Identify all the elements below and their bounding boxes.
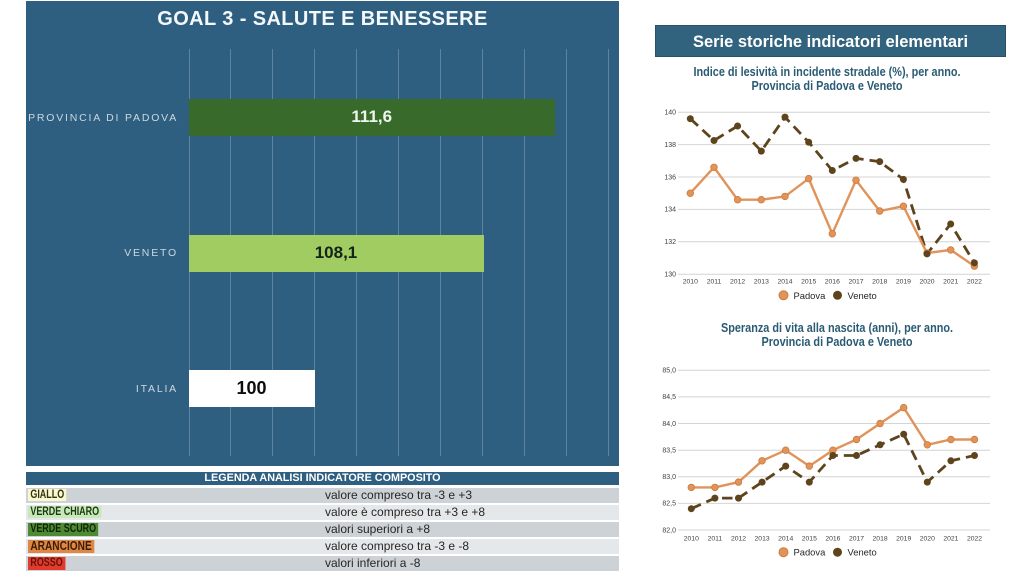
svg-text:2014: 2014 xyxy=(777,278,792,285)
svg-text:2013: 2013 xyxy=(754,278,769,285)
svg-text:2016: 2016 xyxy=(825,535,840,542)
svg-text:2012: 2012 xyxy=(731,535,746,542)
svg-text:Veneto: Veneto xyxy=(848,547,877,558)
svg-text:2012: 2012 xyxy=(730,278,745,285)
svg-text:140: 140 xyxy=(664,110,676,117)
svg-text:2018: 2018 xyxy=(872,278,887,285)
svg-text:84,5: 84,5 xyxy=(662,394,676,401)
svg-text:2019: 2019 xyxy=(896,535,911,542)
svg-text:2017: 2017 xyxy=(849,535,864,542)
svg-text:2022: 2022 xyxy=(967,278,982,285)
svg-text:2018: 2018 xyxy=(873,535,888,542)
svg-text:130: 130 xyxy=(664,272,676,279)
svg-text:2016: 2016 xyxy=(825,278,840,285)
svg-text:2013: 2013 xyxy=(755,535,770,542)
svg-text:2020: 2020 xyxy=(919,278,934,285)
svg-text:2021: 2021 xyxy=(943,278,958,285)
svg-text:82,0: 82,0 xyxy=(662,527,676,534)
svg-text:2017: 2017 xyxy=(848,278,863,285)
svg-text:Veneto: Veneto xyxy=(848,290,877,301)
svg-text:2015: 2015 xyxy=(801,278,816,285)
svg-text:2011: 2011 xyxy=(708,535,723,542)
svg-text:132: 132 xyxy=(664,239,676,246)
svg-text:Padova: Padova xyxy=(794,290,827,301)
svg-text:84,0: 84,0 xyxy=(662,421,676,428)
svg-text:138: 138 xyxy=(664,142,676,149)
svg-text:2020: 2020 xyxy=(920,535,935,542)
svg-text:2021: 2021 xyxy=(943,535,958,542)
svg-text:2014: 2014 xyxy=(778,535,793,542)
svg-text:2022: 2022 xyxy=(967,535,982,542)
svg-text:2010: 2010 xyxy=(684,535,699,542)
svg-text:2011: 2011 xyxy=(707,278,722,285)
svg-text:Padova: Padova xyxy=(794,547,827,558)
svg-text:134: 134 xyxy=(664,207,676,214)
svg-text:83,0: 83,0 xyxy=(662,474,676,481)
svg-text:136: 136 xyxy=(664,174,676,181)
svg-text:2019: 2019 xyxy=(896,278,911,285)
svg-text:2010: 2010 xyxy=(683,278,698,285)
svg-text:82,5: 82,5 xyxy=(662,501,676,508)
svg-text:85,0: 85,0 xyxy=(662,368,676,375)
svg-text:83,5: 83,5 xyxy=(662,448,676,455)
svg-text:2015: 2015 xyxy=(802,535,817,542)
